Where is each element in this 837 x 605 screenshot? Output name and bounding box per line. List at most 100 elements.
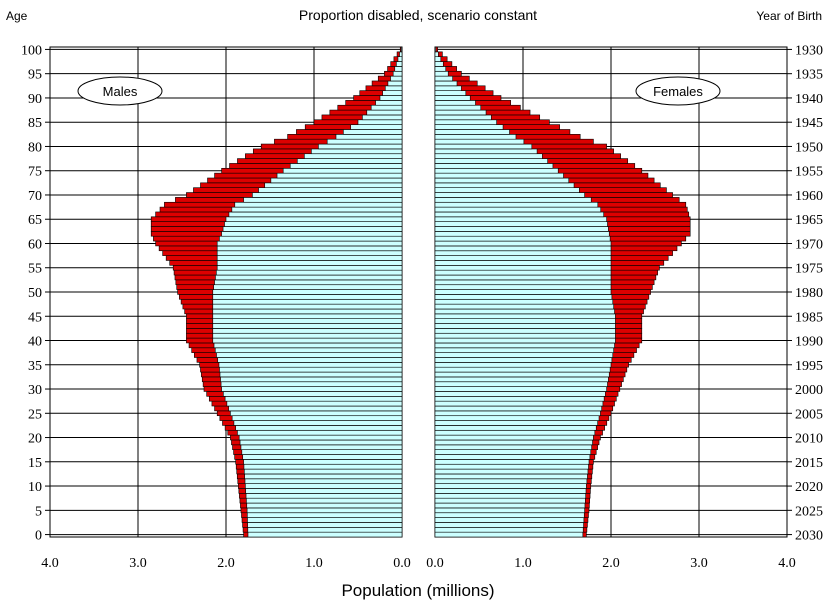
bar-not-disabled [434,298,614,305]
bar-not-disabled [222,226,403,232]
bar-not-disabled [216,352,403,358]
bar-not-disabled [434,415,600,421]
year-tick-label: 2010 [795,432,823,447]
bar-not-disabled [212,298,403,305]
bar-not-disabled [434,405,602,412]
year-tick-label: 2030 [795,529,823,544]
bar-not-disabled [434,163,554,169]
bar-not-disabled [392,70,403,77]
bar-not-disabled [434,526,584,533]
bar-not-disabled [390,75,403,82]
bar-not-disabled [434,104,482,111]
bar-not-disabled [234,201,403,208]
bar-not-disabled [434,468,589,475]
males-panel [49,46,403,538]
bar-not-disabled [258,187,403,193]
bar-not-disabled [399,51,403,58]
bar-not-disabled [212,308,403,315]
bar-not-disabled [375,100,403,106]
bar-not-disabled [247,522,403,528]
bar-not-disabled [397,56,403,62]
bar-not-disabled [220,376,403,383]
bar-not-disabled [434,488,587,494]
year-tick-label: 1960 [795,189,823,204]
year-tick-label: 1985 [795,310,823,325]
bar-not-disabled [243,197,403,203]
bar-not-disabled [434,129,510,135]
bar-not-disabled [289,163,403,169]
bar-not-disabled [434,265,612,271]
bar-not-disabled [434,410,601,417]
age-tick-label: 100 [21,43,42,58]
age-tick-label: 90 [28,92,42,107]
bar-not-disabled [239,439,403,446]
bar-not-disabled [219,371,403,378]
age-tick-label: 15 [28,456,42,471]
age-tick-label: 75 [28,165,42,180]
age-tick-label: 35 [28,359,42,374]
bar-not-disabled [224,396,403,402]
bar-not-disabled [434,342,615,349]
bar-not-disabled [434,478,588,484]
age-tick-label: 55 [28,262,42,277]
bar-not-disabled [241,449,403,455]
bar-not-disabled [434,347,614,353]
age-tick-label: 60 [28,237,42,252]
bar-not-disabled [434,522,584,528]
bar-not-disabled [212,313,403,319]
bar-not-disabled [212,318,403,324]
bar-not-disabled [434,386,607,392]
bar-not-disabled [434,245,612,252]
age-tick-label: 25 [28,407,42,422]
bar-not-disabled [252,192,403,198]
bar-not-disabled [233,420,403,426]
bar-not-disabled [230,410,403,417]
bar-not-disabled [434,357,613,363]
bar-not-disabled [213,342,403,349]
year-tick-label: 1970 [795,237,823,252]
bar-not-disabled [434,284,612,290]
bar-not-disabled [246,507,403,514]
birth-year-axis: 1930 1935 1940 1945 1950 1955 1960 1965 1970 1975… [787,43,823,544]
bar-not-disabled [434,362,612,368]
bar-not-disabled [216,255,403,261]
bar-not-disabled [224,221,403,227]
bar-not-disabled [212,328,403,334]
bar-not-disabled [434,231,610,237]
bar-not-disabled [434,507,585,514]
bar-not-disabled [434,226,609,232]
females-legend-label: Females [653,84,703,99]
bar-not-disabled [434,328,616,334]
bar-not-disabled [434,313,616,319]
year-tick-label: 1930 [795,43,823,58]
bar-not-disabled [216,269,403,276]
bar-not-disabled [434,95,471,101]
bar-not-disabled [296,158,403,164]
bar-not-disabled [219,366,403,373]
bar-not-disabled [434,493,586,499]
year-tick-label: 1945 [795,116,823,131]
year-tick-label: 1995 [795,359,823,374]
bar-not-disabled [434,473,588,480]
age-tick-label: 80 [28,140,42,155]
male-population-tick-label: 1.0 [305,556,323,571]
bar-not-disabled [434,182,575,188]
bar-not-disabled [318,143,403,150]
bar-not-disabled [270,177,403,184]
females-panel [434,46,788,538]
age-tick-label: 70 [28,189,42,204]
bar-not-disabled [370,104,403,111]
bar-not-disabled [264,182,403,188]
age-tick-label: 20 [28,432,42,447]
year-tick-label: 2005 [795,407,823,422]
bar-not-disabled [212,303,403,310]
bar-not-disabled [243,459,403,465]
bar-not-disabled [434,269,612,276]
bar-not-disabled [223,391,403,397]
bar-not-disabled [434,400,604,407]
bar-not-disabled [219,235,403,242]
bar-not-disabled [434,289,612,295]
age-tick-label: 30 [28,383,42,398]
year-tick-label: 2025 [795,504,823,519]
